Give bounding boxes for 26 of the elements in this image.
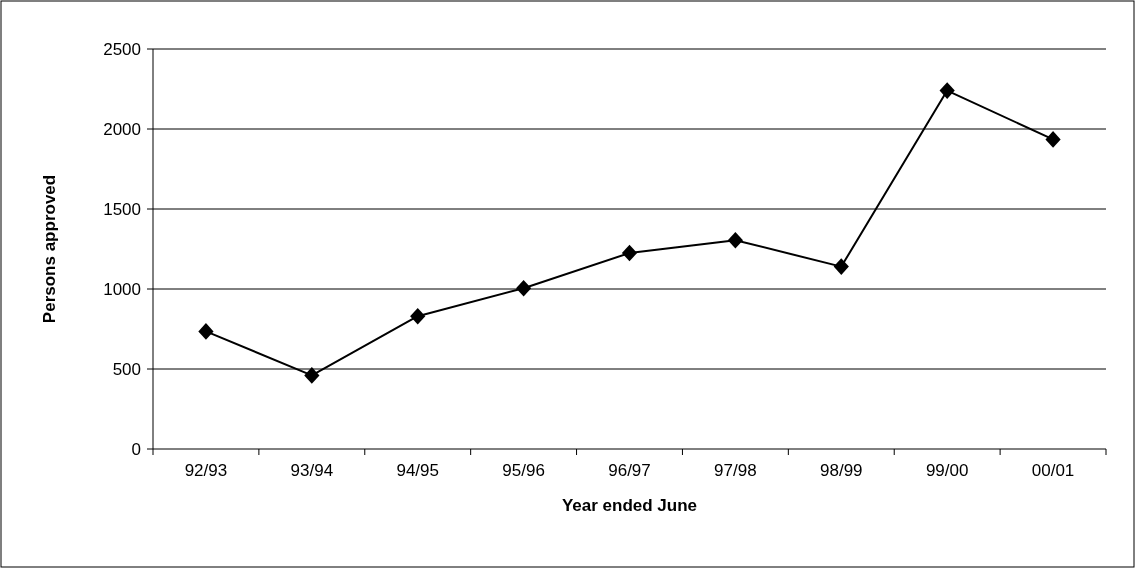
x-tick-label: 97/98: [714, 461, 757, 480]
point: [1045, 131, 1061, 148]
x-tick-label: 96/97: [608, 461, 651, 480]
point: [833, 258, 849, 275]
y-tick-label: 1000: [103, 279, 141, 299]
x-tick-label: 93/94: [290, 461, 334, 480]
x-tick-label: 98/99: [820, 461, 863, 480]
x-tick-label: 92/93: [184, 461, 228, 480]
y-tick-label: 2000: [103, 119, 141, 139]
x-tick-label: 00/01: [1031, 461, 1075, 480]
point: [198, 323, 214, 340]
y-tick-label: 2500: [103, 39, 141, 59]
point: [727, 231, 743, 249]
point: [516, 279, 532, 297]
point: [304, 367, 320, 384]
x-tick-label: 95/96: [502, 461, 545, 480]
point: [410, 307, 426, 325]
y-tick-label: 0: [131, 439, 141, 459]
y-tick-label: 1500: [103, 199, 141, 219]
y-tick-label: 500: [112, 359, 141, 379]
x-axis-title: Year ended June: [561, 496, 698, 515]
point: [939, 82, 955, 99]
x-tick-label: 94/95: [396, 461, 439, 480]
x-tick-label: 99/00: [925, 461, 969, 480]
point: [621, 244, 638, 262]
y-axis-title: Persons approved: [40, 174, 59, 324]
